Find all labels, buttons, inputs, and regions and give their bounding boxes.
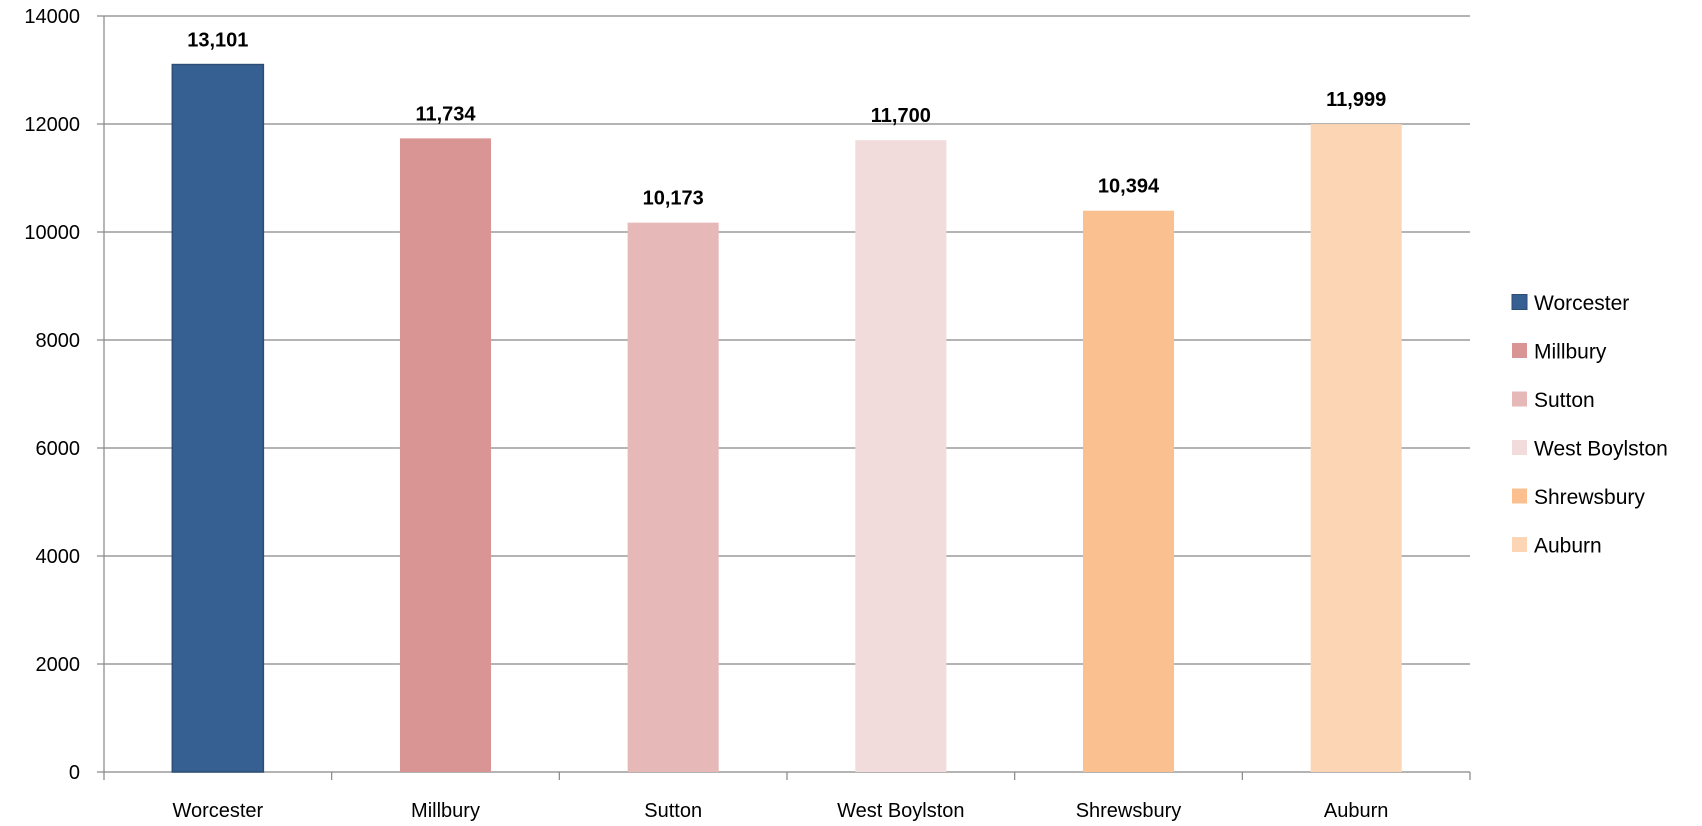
y-tick-label: 10000 bbox=[24, 222, 80, 244]
legend-label: Auburn bbox=[1534, 535, 1602, 558]
bars bbox=[171, 63, 1402, 773]
x-tick-label: Shrewsbury bbox=[1076, 800, 1182, 822]
y-tick-label: 0 bbox=[69, 762, 80, 784]
x-tick-label: Auburn bbox=[1324, 800, 1389, 822]
bar-west-boylston bbox=[855, 140, 947, 772]
x-tick-label: Worcester bbox=[172, 800, 263, 822]
data-label: 13,101 bbox=[187, 30, 248, 52]
gridlines bbox=[104, 15, 1470, 665]
x-tick-label: West Boylston bbox=[837, 800, 964, 822]
x-tick-label: Sutton bbox=[644, 800, 702, 822]
bar-sutton bbox=[627, 222, 719, 772]
data-label: 11,700 bbox=[871, 105, 931, 127]
data-label: 11,999 bbox=[1326, 89, 1386, 111]
x-axis: Worcester Millbury Sutton West Boylston Shre… bbox=[103, 771, 1471, 822]
legend-swatch bbox=[1512, 537, 1527, 552]
legend-swatch bbox=[1512, 488, 1527, 504]
legend-label: West Boylston bbox=[1534, 438, 1668, 461]
data-label: 10,173 bbox=[643, 188, 704, 210]
legend-swatch bbox=[1512, 391, 1527, 407]
legend-label: Shrewsbury bbox=[1534, 486, 1645, 509]
legend: Worcester Millbury Sutton West Boylston Shre… bbox=[1511, 292, 1668, 558]
y-tick-label: 14000 bbox=[24, 6, 80, 28]
legend-label: Sutton bbox=[1534, 389, 1595, 412]
y-tick-label: 6000 bbox=[36, 438, 81, 460]
bar-shrewsbury bbox=[1082, 210, 1175, 772]
bar-worcester bbox=[171, 63, 265, 773]
bar-auburn bbox=[1310, 124, 1402, 772]
y-tick-label: 8000 bbox=[36, 330, 81, 352]
legend-swatch bbox=[1512, 440, 1527, 455]
y-tick-label: 4000 bbox=[36, 546, 81, 568]
data-labels: 13,101 11,734 10,173 11,700 10,394 11,999 bbox=[187, 30, 1386, 210]
y-tick-label: 2000 bbox=[36, 654, 81, 676]
data-label: 10,394 bbox=[1098, 176, 1160, 198]
x-tick-label: Millbury bbox=[411, 800, 480, 822]
legend-label: Worcester bbox=[1534, 292, 1629, 315]
y-tick-label: 12000 bbox=[24, 114, 80, 136]
legend-label: Millbury bbox=[1534, 341, 1607, 364]
y-axis: 0 2000 4000 6000 8000 10000 12000 14000 bbox=[24, 6, 105, 784]
data-label: 11,734 bbox=[415, 103, 476, 125]
legend-swatch bbox=[1512, 343, 1527, 358]
legend-swatch bbox=[1511, 294, 1528, 310]
bar-millbury bbox=[399, 138, 492, 772]
